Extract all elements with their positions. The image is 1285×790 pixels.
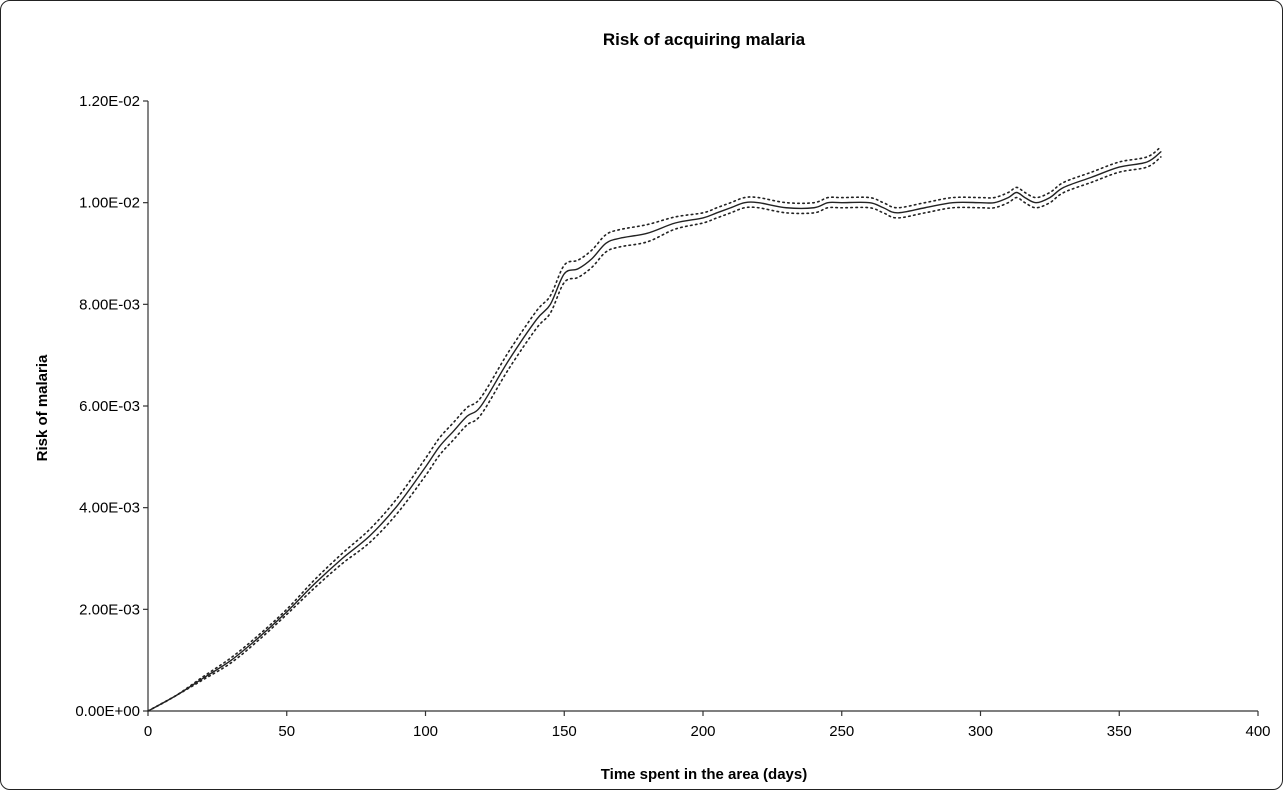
x-tick-label: 300 <box>968 723 993 740</box>
y-tick-label: 4.00E-03 <box>79 500 140 517</box>
x-tick-label: 250 <box>829 723 854 740</box>
y-tick-label: 8.00E-03 <box>79 296 140 313</box>
y-tick-label: 1.00E-02 <box>79 195 140 212</box>
x-tick-label: 100 <box>413 723 438 740</box>
x-tick-label: 0 <box>144 723 152 740</box>
x-tick-label: 200 <box>690 723 715 740</box>
y-tick-label: 2.00E-03 <box>79 601 140 618</box>
y-axis-label: Risk of malaria <box>34 354 51 461</box>
y-tick-label: 0.00E+00 <box>75 703 140 720</box>
lower-bound-line <box>147 156 1162 712</box>
upper-bound-line <box>147 145 1162 712</box>
x-tick-label: 350 <box>1107 723 1132 740</box>
x-axis-label: Time spent in the area (days) <box>601 766 807 782</box>
x-tick-label: 50 <box>278 723 295 740</box>
y-tick-label: 6.00E-03 <box>79 398 140 415</box>
chart-title: Risk of acquiring malaria <box>603 30 806 49</box>
x-tick-label: 150 <box>552 723 577 740</box>
estimate-line <box>147 151 1162 712</box>
plot-area: 0.00E+00 2.00E-03 4.00E-03 6.00E-03 8.00E-03… <box>75 93 1270 740</box>
x-tick-label: 400 <box>1245 723 1270 740</box>
y-tick-label: 1.20E-02 <box>79 93 140 110</box>
